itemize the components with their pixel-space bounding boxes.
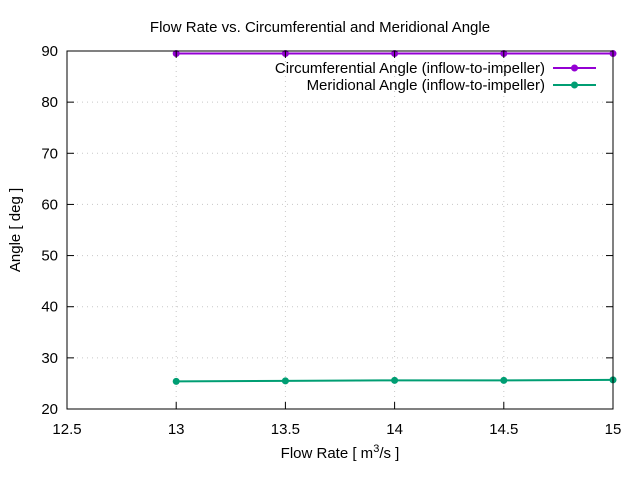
y-tick-label: 50 [41,248,58,265]
x-tick-label: 13 [168,421,185,438]
x-axis-title: Flow Rate [ m3/s ] [281,443,400,462]
legend-label-series-1: Circumferential Angle (inflow-to-impelle… [275,60,545,77]
grid [67,51,613,409]
data-point-series-2 [500,376,508,384]
legend-marker-series-2 [571,81,578,89]
y-tick-label: 80 [41,94,58,111]
legend-label-series-2: Meridional Angle (inflow-to-impeller) [307,77,545,94]
x-tick-label: 13.5 [271,421,300,438]
y-tick-label: 90 [41,43,58,60]
legend: Circumferential Angle (inflow-to-impelle… [275,60,596,94]
y-tick-label: 40 [41,299,58,316]
ticks: 20 30 40 50 60 70 80 90 12.5 13 13.5 14 14.5 15 [41,43,621,438]
y-tick-label: 60 [41,196,58,213]
data-point-series-2 [281,377,289,385]
x-tick-label: 15 [605,421,622,438]
data-point-series-2 [391,376,399,384]
chart-title: Flow Rate vs. Circumferential and Meridi… [150,19,490,36]
y-tick-label: 30 [41,350,58,367]
plot-border [66,50,614,410]
x-tick-label: 12.5 [52,421,81,438]
x-tick-label: 14 [386,421,403,438]
x-axis-title-prefix: Flow Rate [ m [281,445,374,462]
series-layer [172,50,617,385]
legend-marker-series-1 [571,64,578,72]
x-tick-label: 14.5 [489,421,518,438]
y-axis-title: Angle [ deg ] [7,188,24,272]
y-tick-label: 20 [41,401,58,418]
data-point-series-2 [172,377,180,385]
x-axis-title-superscript: 3 [373,443,379,455]
x-axis-title-suffix: /s ] [379,445,399,462]
y-tick-label: 70 [41,145,58,162]
